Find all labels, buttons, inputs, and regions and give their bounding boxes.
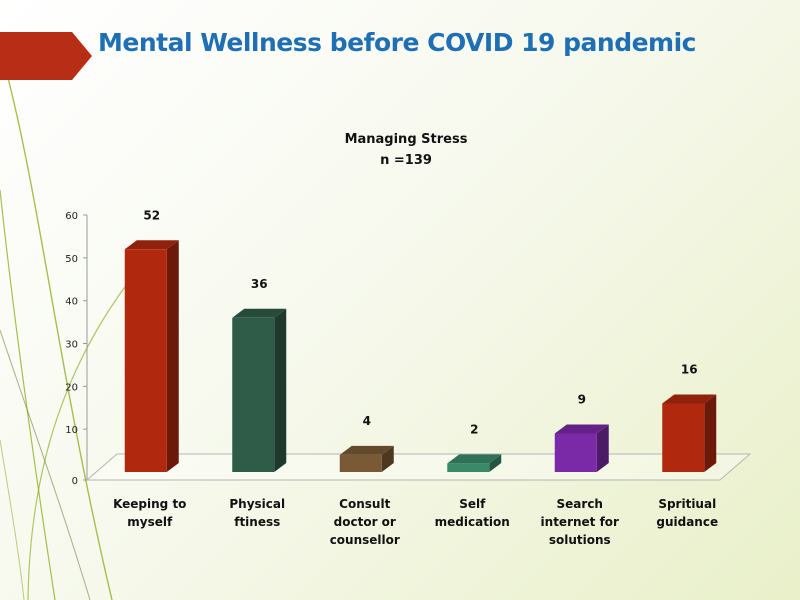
bar [554,433,597,472]
bar-top [447,454,502,464]
category-label-line: ftiness [234,515,280,529]
data-label: 16 [681,362,698,376]
bar-side [704,394,717,472]
category-label-line: Self [459,497,486,511]
bar [124,249,167,472]
category-label: Self medication [435,497,510,529]
data-label: 2 [470,422,478,436]
y-tick-label: 50 [65,254,78,265]
y-tick-label: 30 [65,340,78,351]
bar-top [662,394,717,404]
chart-subtitle: n =139 [380,153,432,168]
y-tick-label: 20 [65,382,78,393]
bar-side [489,454,502,472]
bar [232,317,275,472]
decorative-curve [0,329,91,600]
bar [662,403,705,472]
category-label-line: Keeping to [113,497,186,511]
category-label-line: guidance [656,515,718,529]
data-label: 52 [143,208,160,222]
category-label-line: counsellor [330,533,400,547]
category-label-line: doctor or [334,515,396,529]
decorative-curve [0,189,56,600]
category-label: Physical ftiness [229,497,285,529]
data-label: 4 [363,414,371,428]
category-label: Keeping to myself [113,497,186,529]
category-label: Search internet for solutions [541,497,620,547]
bar [447,463,490,472]
category-label-line: internet for [541,515,620,529]
bar-side [166,240,179,472]
bar-side [274,308,287,472]
category-label-line: myself [127,515,173,529]
category-label: Consult doctor or counsellor [330,497,400,547]
decorative-curve [0,439,25,600]
chart-floor [85,453,752,481]
title-banner-shape [0,32,92,80]
bar-top [554,424,609,434]
decorative-curve [5,69,113,600]
bar-side [381,445,394,472]
category-label-line: medication [435,515,510,529]
bar-top [339,445,394,455]
title-banner [0,32,92,80]
category-label-line: Search [557,497,603,511]
chart-title: Managing Stress [344,132,468,147]
y-tick-label: 10 [65,425,78,436]
y-tick-label: 0 [72,476,78,487]
y-tick-label: 60 [65,211,78,222]
bar-side [596,424,609,472]
slide-title: Mental Wellness before COVID 19 pandemic [98,28,697,57]
category-label-line: Spritiual [658,497,716,511]
data-label: 9 [578,392,586,406]
bar [339,454,382,472]
category-label-line: solutions [549,533,611,547]
data-label: 36 [251,277,268,291]
category-label-line: Physical [229,497,285,511]
decorative-curve [27,279,131,600]
category-label-line: Consult [339,497,390,511]
bar-top [124,240,179,250]
y-tick-label: 40 [65,297,78,308]
category-label: Spritiual guidance [656,497,718,529]
bar-top [232,308,287,318]
